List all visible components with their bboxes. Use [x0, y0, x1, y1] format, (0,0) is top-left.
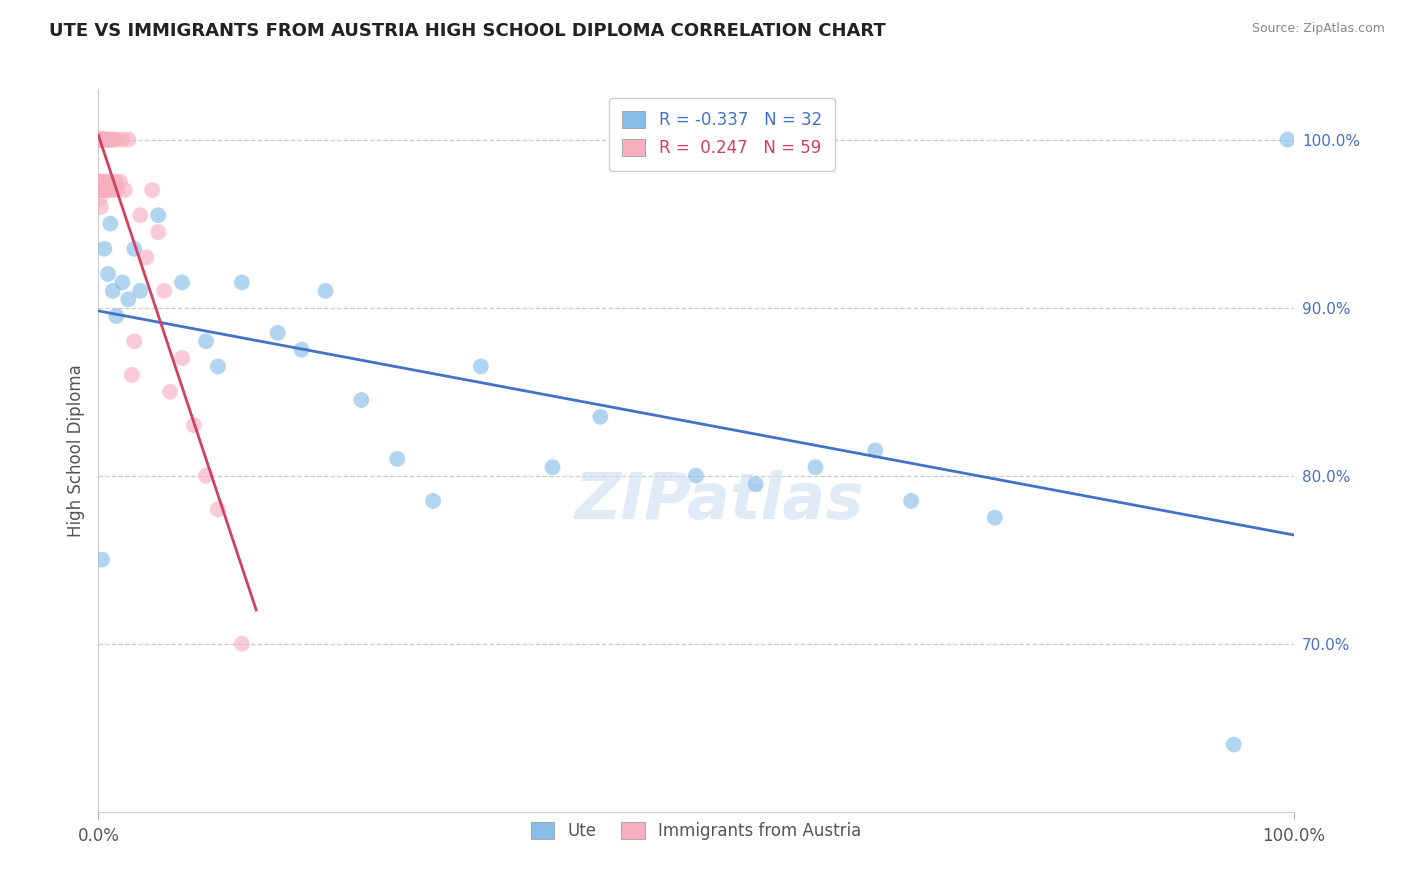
Point	[96, 183, 118, 197]
Point	[91, 133, 114, 147]
Point	[98, 217, 122, 231]
Point	[91, 133, 114, 147]
Point	[148, 225, 170, 239]
Point	[865, 443, 887, 458]
Point	[129, 284, 152, 298]
Point	[89, 133, 111, 147]
Point	[93, 133, 115, 147]
Point	[93, 133, 115, 147]
Point	[153, 284, 176, 298]
Point	[97, 183, 120, 197]
Point	[87, 133, 110, 147]
Point	[129, 208, 152, 222]
Point	[141, 183, 163, 197]
Point	[91, 133, 114, 147]
Text: ZIPatlas: ZIPatlas	[575, 470, 865, 532]
Point	[231, 637, 253, 651]
Point	[98, 175, 121, 189]
Point	[135, 250, 157, 264]
Y-axis label: High School Diploma: High School Diploma	[66, 364, 84, 537]
Point	[124, 334, 146, 349]
Point	[90, 200, 112, 214]
Point	[148, 208, 170, 222]
Point	[96, 133, 118, 147]
Point	[111, 276, 134, 290]
Legend: Ute, Immigrants from Austria: Ute, Immigrants from Austria	[524, 815, 868, 847]
Point	[98, 133, 121, 147]
Point	[111, 133, 134, 147]
Point	[97, 267, 120, 281]
Point	[91, 183, 114, 197]
Point	[183, 418, 205, 433]
Point	[91, 183, 114, 197]
Point	[589, 409, 612, 424]
Point	[93, 183, 115, 197]
Point	[267, 326, 290, 340]
Point	[101, 284, 124, 298]
Point	[291, 343, 314, 357]
Point	[89, 175, 111, 189]
Point	[1223, 738, 1246, 752]
Point	[541, 460, 564, 475]
Point	[207, 502, 229, 516]
Point	[90, 133, 112, 147]
Point	[104, 175, 127, 189]
Text: Source: ZipAtlas.com: Source: ZipAtlas.com	[1251, 22, 1385, 36]
Point	[231, 276, 253, 290]
Point	[172, 276, 194, 290]
Point	[91, 133, 114, 147]
Point	[745, 477, 768, 491]
Point	[350, 392, 373, 407]
Point	[93, 133, 115, 147]
Point	[195, 468, 218, 483]
Point	[108, 175, 131, 189]
Point	[103, 133, 125, 147]
Point	[385, 451, 409, 466]
Point	[93, 242, 115, 256]
Point	[900, 494, 922, 508]
Point	[91, 552, 114, 566]
Point	[94, 133, 117, 147]
Point	[195, 334, 218, 349]
Point	[100, 133, 122, 147]
Point	[89, 133, 111, 147]
Point	[804, 460, 827, 475]
Point	[90, 175, 112, 189]
Point	[984, 510, 1007, 524]
Point	[96, 175, 118, 189]
Point	[98, 133, 122, 147]
Point	[91, 175, 114, 189]
Point	[97, 133, 120, 147]
Point	[172, 351, 194, 365]
Point	[207, 359, 229, 374]
Point	[159, 384, 181, 399]
Point	[90, 133, 112, 147]
Point	[91, 133, 114, 147]
Point	[124, 242, 146, 256]
Point	[114, 183, 136, 197]
Point	[89, 183, 111, 197]
Point	[89, 191, 111, 205]
Point	[470, 359, 492, 374]
Point	[117, 292, 139, 306]
Point	[117, 133, 139, 147]
Text: UTE VS IMMIGRANTS FROM AUSTRIA HIGH SCHOOL DIPLOMA CORRELATION CHART: UTE VS IMMIGRANTS FROM AUSTRIA HIGH SCHO…	[49, 22, 886, 40]
Point	[121, 368, 143, 382]
Point	[685, 468, 707, 483]
Point	[94, 133, 117, 147]
Point	[107, 183, 129, 197]
Point	[105, 133, 128, 147]
Point	[90, 133, 112, 147]
Point	[315, 284, 337, 298]
Point	[105, 309, 128, 323]
Point	[1277, 133, 1299, 147]
Point	[90, 133, 112, 147]
Point	[101, 183, 124, 197]
Point	[422, 494, 444, 508]
Point	[89, 133, 111, 147]
Point	[90, 133, 112, 147]
